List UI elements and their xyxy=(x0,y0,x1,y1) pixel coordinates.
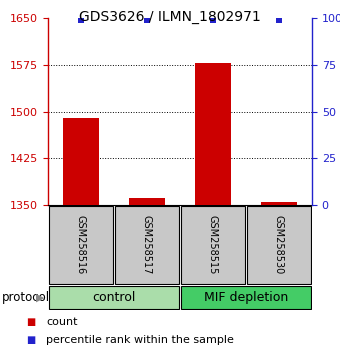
Bar xyxy=(246,206,311,284)
Text: GSM258530: GSM258530 xyxy=(274,215,284,275)
Point xyxy=(276,17,282,23)
Bar xyxy=(115,206,179,284)
Text: percentile rank within the sample: percentile rank within the sample xyxy=(46,335,234,345)
Text: GSM258516: GSM258516 xyxy=(76,215,86,275)
Bar xyxy=(261,202,297,205)
Bar xyxy=(129,198,165,205)
Point xyxy=(210,17,216,23)
Text: control: control xyxy=(92,291,136,304)
Bar xyxy=(181,206,245,284)
Bar xyxy=(49,286,179,309)
Text: GSM258515: GSM258515 xyxy=(208,215,218,275)
Point xyxy=(144,17,150,23)
Text: ▶: ▶ xyxy=(36,292,44,303)
Text: GDS3626 / ILMN_1802971: GDS3626 / ILMN_1802971 xyxy=(79,10,261,24)
Text: MIF depletion: MIF depletion xyxy=(204,291,288,304)
Bar xyxy=(195,63,231,205)
Point xyxy=(78,17,84,23)
Text: protocol: protocol xyxy=(2,291,50,304)
Text: ■: ■ xyxy=(26,335,35,345)
Text: count: count xyxy=(46,317,78,327)
Text: GSM258517: GSM258517 xyxy=(142,215,152,275)
Bar xyxy=(49,206,113,284)
Text: ■: ■ xyxy=(26,317,35,327)
Bar xyxy=(181,286,311,309)
Bar xyxy=(63,118,99,205)
